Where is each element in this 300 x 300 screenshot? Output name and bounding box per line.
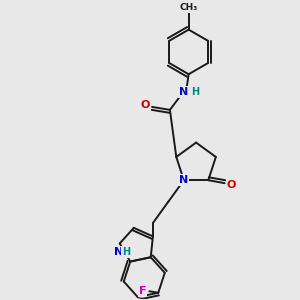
Text: F: F (139, 286, 147, 296)
Text: H: H (122, 247, 130, 257)
Text: O: O (226, 180, 236, 190)
Text: H: H (191, 87, 199, 97)
Text: CH₃: CH₃ (179, 3, 198, 12)
Text: N: N (179, 175, 188, 185)
Text: O: O (141, 100, 150, 110)
Text: N: N (179, 87, 188, 97)
Text: N: N (114, 247, 123, 257)
